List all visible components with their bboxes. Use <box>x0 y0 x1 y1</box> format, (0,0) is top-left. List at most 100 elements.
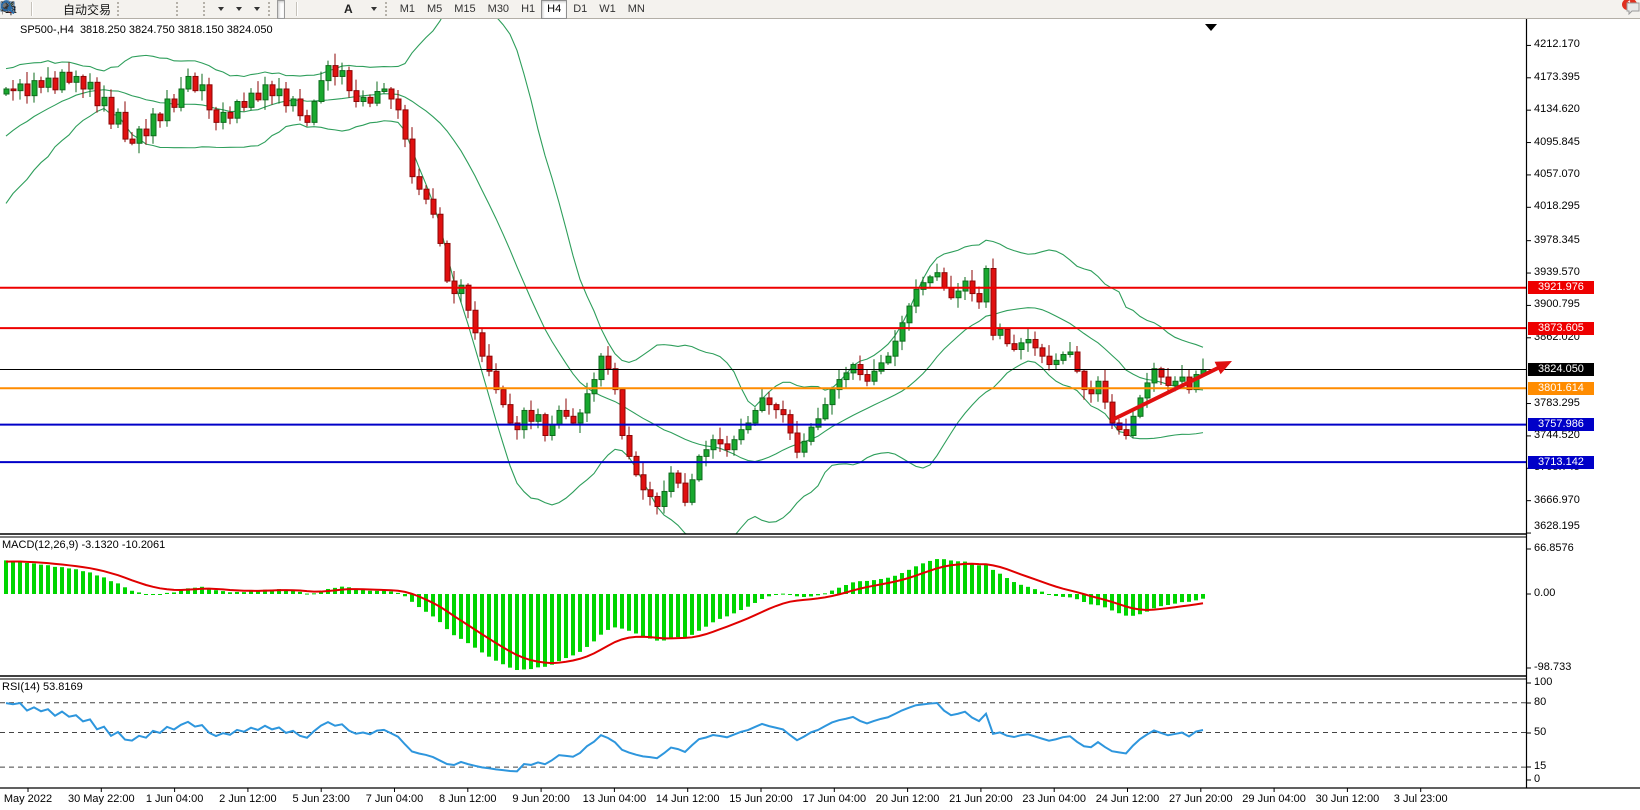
vertical-line-button[interactable] <box>4 0 308 19</box>
trend-arrow[interactable] <box>1111 361 1232 422</box>
timeframe-m5[interactable]: M5 <box>426 3 443 15</box>
time-axis-label: 1 Jun 04:00 <box>145 793 204 805</box>
rsi-axis-label: 15 <box>1534 760 1547 772</box>
crosshair-button[interactable] <box>1 0 293 19</box>
signals-button[interactable] <box>0 0 59 19</box>
bollinger-bands <box>5 19 1204 534</box>
templates-button[interactable] <box>0 0 266 19</box>
chart-symbol-period: SP500-,H4 <box>20 24 74 36</box>
rsi-axis-label: 80 <box>1534 696 1547 708</box>
price-tick-label: 4057.070 <box>1534 167 1580 180</box>
rsi-axis-label: 100 <box>1534 676 1553 688</box>
timeframe-h4[interactable]: H4 <box>541 0 568 19</box>
zoom-out-button[interactable] <box>1 0 166 19</box>
candlestick-button[interactable] <box>1 0 142 19</box>
autotrading-button[interactable]: 自动交易 <box>0 0 115 19</box>
text-button[interactable]: A <box>340 0 357 19</box>
price-tick-label: 3783.295 <box>1534 396 1580 409</box>
time-axis-label: 30 Jun 12:00 <box>1315 793 1380 805</box>
macd-indicator-label: MACD(12,26,9) -3.1320 -10.2061 <box>2 539 166 551</box>
periods-button[interactable] <box>1 0 248 19</box>
timeframe-m1[interactable]: M1 <box>399 3 415 15</box>
dropdown-caret <box>218 7 225 11</box>
search-button[interactable] <box>1 0 1624 19</box>
price-tick-label: 3628.195 <box>1534 520 1580 532</box>
channel-button[interactable]: E <box>0 0 332 19</box>
price-tick-label: 3939.570 <box>1534 266 1580 279</box>
time-axis-label: 23 Jun 04:00 <box>1022 793 1086 805</box>
price-tick-label: 4134.620 <box>1534 103 1580 116</box>
indicators-button[interactable] <box>1 0 230 19</box>
fibonacci-button[interactable]: F <box>1 0 340 19</box>
time-axis-label: 14 Jun 12:00 <box>655 793 720 805</box>
timeframe-h1[interactable]: H1 <box>521 3 536 15</box>
timeframe-w1[interactable]: W1 <box>599 3 616 15</box>
time-axis-label: 24 Jun 12:00 <box>1095 793 1160 805</box>
price-level-badge: 3801.614 <box>1528 381 1594 395</box>
price-tick-label: 4173.395 <box>1534 70 1580 83</box>
zoom-in-button[interactable] <box>1 0 158 19</box>
svg-text:T: T <box>5 2 11 12</box>
metaeditor-button[interactable] <box>0 0 51 19</box>
toolbar-grip <box>176 2 181 16</box>
arrows-button[interactable] <box>1 0 383 19</box>
autotrading-label: 自动交易 <box>63 2 112 17</box>
trendline-button[interactable] <box>1 0 324 19</box>
cursor-button[interactable] <box>2 0 286 19</box>
scroll-marker-icon[interactable] <box>1205 24 1217 31</box>
time-axis-label: 21 Jun 20:00 <box>949 793 1013 805</box>
macd-panel <box>4 559 1205 670</box>
price-level-badge: 3713.142 <box>1528 455 1594 469</box>
chat-button[interactable]: 1 <box>1622 0 1640 19</box>
chart-frame <box>0 19 1640 792</box>
text-label-button[interactable]: T <box>1 0 365 19</box>
candlesticks <box>3 53 1207 515</box>
time-axis-label: 9 Jun 20:00 <box>512 793 570 805</box>
time-axis-label: 17 Jun 04:00 <box>802 793 867 805</box>
new-order-button[interactable] <box>1 0 43 19</box>
time-axis-label: 13 Jun 04:00 <box>582 793 647 805</box>
dropdown-caret <box>236 7 243 11</box>
timeframe-d1[interactable]: D1 <box>573 3 588 15</box>
timeframe-m15[interactable]: M15 <box>454 3 476 15</box>
price-level-badge: 3873.605 <box>1528 321 1594 335</box>
time-axis-label: 7 Jun 04:00 <box>365 793 424 805</box>
auto-scroll-button[interactable] <box>1 0 193 19</box>
separator <box>296 2 298 16</box>
time-axis-label: 2 Jun 12:00 <box>219 793 277 805</box>
time-axis-label: 15 Jun 20:00 <box>729 793 793 805</box>
price-tick-label: 3744.520 <box>1534 428 1580 441</box>
time-axis-label: 30 May 22:00 <box>67 793 135 805</box>
dropdown-caret <box>370 7 377 11</box>
price-tick-label: 3900.795 <box>1534 298 1580 311</box>
price-tick-label: 4212.170 <box>1534 38 1580 51</box>
toolbar-grip <box>203 2 208 16</box>
text-tool-icon: A <box>344 2 353 16</box>
price-tick-label: 4095.845 <box>1534 135 1580 148</box>
svg-text:E: E <box>12 8 16 13</box>
toolbar-grip <box>268 2 273 16</box>
chart-title: SP500-,H4 3818.250 3824.750 3818.150 382… <box>20 24 273 36</box>
chart-shift-button[interactable] <box>1 0 201 19</box>
macd-axis-label: 66.8576 <box>1534 542 1574 554</box>
dropdown-caret <box>254 7 261 11</box>
price-tick-label: 3666.970 <box>1534 493 1580 506</box>
time-axis-label: May 2022 <box>3 793 53 805</box>
main-toolbar: 订单 自动交易 <box>0 0 1640 19</box>
bar-chart-button[interactable] <box>1 0 134 19</box>
time-axis-label: 8 Jun 12:00 <box>439 793 497 805</box>
price-tick-label: 3862.020 <box>1534 330 1580 343</box>
separator <box>31 2 32 16</box>
rsi-axis-label: 0 <box>1534 773 1541 785</box>
chart-ohlc-values: 3818.250 3824.750 3818.150 3824.050 <box>79 24 273 36</box>
price-level-badge: 3921.976 <box>1528 281 1594 295</box>
timeframe-mn[interactable]: MN <box>627 3 645 15</box>
line-chart-button[interactable] <box>1 0 150 19</box>
horizontal-line-button[interactable] <box>1 0 316 19</box>
macd-axis-label: -98.733 <box>1534 661 1572 673</box>
price-level-badge: 3824.050 <box>1528 363 1594 376</box>
timeframe-m30[interactable]: M30 <box>487 3 510 15</box>
tile-windows-button[interactable] <box>0 0 174 19</box>
